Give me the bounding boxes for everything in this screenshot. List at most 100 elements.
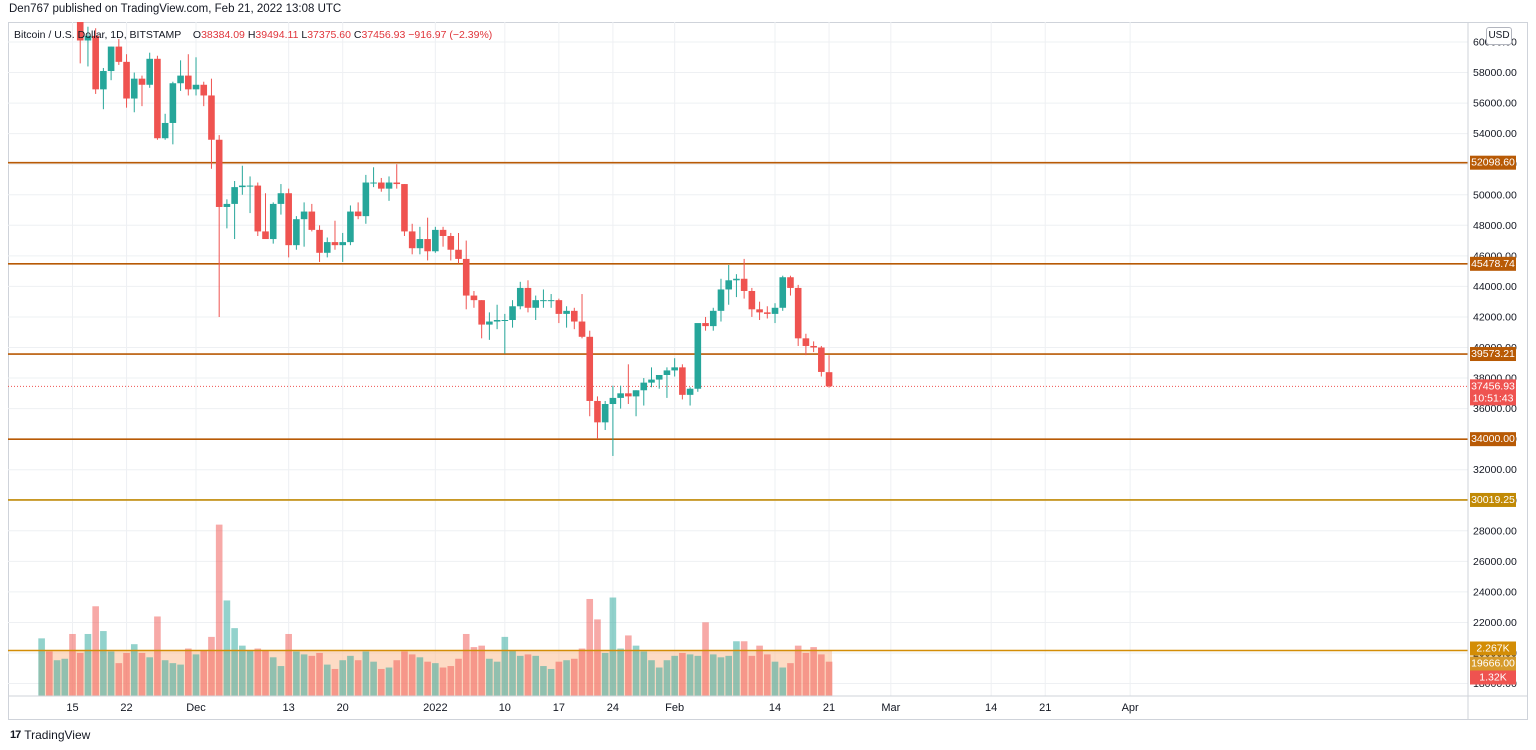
volume-bar [146,657,153,696]
volume-bar [509,650,516,696]
candle [748,287,756,317]
candle [787,275,794,296]
volume-bar [192,654,200,696]
volume-bar [300,654,308,696]
volume-bar [594,619,601,696]
candle [733,274,740,298]
candle [756,301,763,321]
candle [648,367,655,388]
volume-bar [69,633,76,696]
candle-body [416,239,424,249]
candle [277,184,285,215]
candle-body [347,211,354,243]
candle-body [138,78,146,85]
volume-bar [177,664,184,696]
candle-body [779,277,787,308]
volume-bar [794,645,802,696]
candle [100,67,107,110]
x-tick-label: 2022 [423,702,447,714]
candle [208,78,215,169]
volume-bar [239,645,246,696]
volume-bar [38,638,45,696]
candle [555,298,563,324]
svg-text:52098.60: 52098.60 [1471,157,1515,169]
candle [547,294,555,308]
candle [509,300,516,328]
candle-body [115,46,123,62]
candle-body [239,185,246,188]
x-tick-label: 20 [337,702,349,714]
candle [215,135,223,317]
candle-body [432,229,439,252]
candle-body [802,338,810,346]
volume-level-badge: 19666.00 [1470,656,1516,671]
candle [532,295,539,321]
brand-name: TradingView [24,728,91,742]
candle [185,54,192,96]
candle [694,323,702,392]
volume-bar [740,641,748,696]
y-tick-label: 50000.00 [1473,189,1517,201]
candle-body [501,320,509,322]
volume-bar [702,622,709,696]
candle [447,232,455,261]
volume-bar [640,651,648,696]
tradingview-footer: 17 TradingView [10,728,90,742]
candle-body [308,211,316,230]
volume-bar [578,648,586,696]
volume-bar [385,667,393,696]
candle-body [354,211,362,217]
candle [655,374,663,389]
candle [107,46,115,81]
candle [702,316,709,331]
candle-body [462,258,470,296]
volume-bar [787,663,794,696]
candle-body [323,242,331,253]
x-tick-label: 22 [120,702,132,714]
y-tick-label: 42000.00 [1473,311,1517,323]
candle [316,225,323,262]
symbol-title[interactable]: Bitcoin / U.S. Dollar, 1D, BITSTAMP [14,29,182,41]
price-chart[interactable]: 60000.0058000.0056000.0054000.0052000.00… [8,22,1528,720]
candle-body [424,239,431,252]
volume-bar [223,600,231,696]
candle-body [76,22,84,41]
candle-body [686,388,694,395]
volume-bar [393,660,401,696]
level-price-badge: 34000.00 [1470,432,1516,447]
last-volume-badge: 1.32K [1470,670,1516,685]
volume-bar [733,641,740,696]
candle-body [648,379,655,383]
y-tick-label: 32000.00 [1473,464,1517,476]
volume-bar [540,666,547,696]
currency-button[interactable]: USD [1486,27,1512,45]
volume-bar [408,654,416,696]
candle [323,237,331,258]
volume-bar [486,658,493,696]
candle [679,364,686,400]
svg-text:2.267K: 2.267K [1476,642,1509,654]
ohlc-legend: Bitcoin / U.S. Dollar, 1D, BITSTAMP O383… [14,29,492,41]
publish-info: Den767 published on TradingView.com, Feb… [9,3,342,15]
volume-bar [586,598,594,696]
candle-body [571,310,578,322]
y-tick-label: 56000.00 [1473,98,1517,110]
volume-bar [370,661,377,696]
volume-bar [671,655,678,696]
candle-body [107,46,115,72]
candle-body [277,193,285,204]
x-tick-label: 14 [985,702,997,714]
volume-bar [825,661,833,696]
candle-body [339,242,346,246]
candle-body [601,404,609,423]
candle-body [725,280,732,290]
candle [432,226,439,253]
volume-bar [493,661,501,696]
candle-body [764,312,771,314]
y-tick-label: 58000.00 [1473,67,1517,79]
candle [192,57,200,96]
svg-text:1.32K: 1.32K [1479,671,1506,683]
candle [84,26,92,67]
volume-bar [501,636,509,696]
